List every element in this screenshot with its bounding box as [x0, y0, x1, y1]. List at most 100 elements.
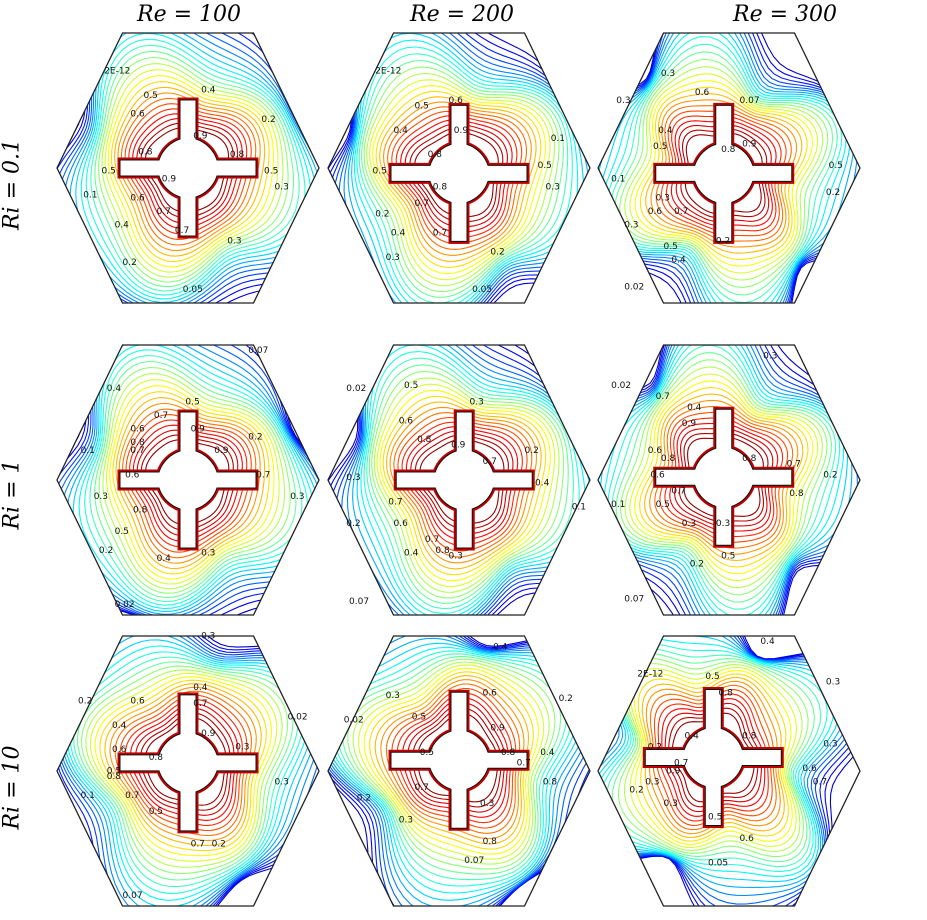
isotherm-line	[66, 345, 319, 615]
contour-label: 0.3	[624, 220, 638, 230]
isotherm-line	[358, 53, 569, 303]
contour-label: 0.7	[388, 497, 402, 507]
isotherm-line	[389, 406, 538, 564]
isotherm-line	[57, 636, 319, 906]
isotherm-line	[360, 345, 586, 615]
contour-label: 0.3	[716, 519, 730, 529]
contour-label: 0.7	[671, 487, 685, 497]
isotherm-line	[598, 636, 842, 883]
contour-label: 0.6	[483, 688, 498, 698]
contour-label: 0.4	[671, 256, 686, 266]
contour-label: 0.8	[149, 753, 164, 763]
contour-label: 0.02	[288, 713, 308, 723]
contour-label: 0.8	[742, 732, 757, 742]
contour-label: 0.6	[130, 424, 145, 434]
isotherm-line	[353, 39, 579, 303]
contour-label: 0.3	[386, 253, 400, 263]
contour-label: 0.4	[658, 126, 673, 136]
heated-cross-body	[644, 689, 782, 826]
isotherm-line	[363, 350, 580, 615]
contour-label: 0.07	[349, 597, 369, 607]
contour-label: 0.8	[435, 546, 450, 556]
contour-label: 0.7	[674, 207, 688, 217]
isotherm-line	[60, 636, 319, 906]
contour-label: 0.3	[826, 678, 840, 688]
isotherm-line	[598, 345, 860, 615]
isotherm-line	[57, 33, 319, 303]
contour-label: 0.8	[483, 837, 498, 847]
contour-label: 0.5	[653, 142, 667, 152]
isotherm-line	[598, 636, 848, 888]
isotherm-line	[104, 683, 262, 847]
isotherm-line	[623, 662, 803, 853]
isotherm-line	[63, 33, 319, 303]
isotherm-line	[639, 86, 808, 261]
isotherm-line	[366, 357, 574, 610]
contour-label: 0.2	[525, 446, 539, 456]
isotherm-line	[382, 395, 547, 576]
contour-label: 0.8	[433, 183, 448, 193]
contour-label: 0.07	[624, 595, 644, 605]
contour-label: 0.4	[760, 637, 775, 647]
contour-label: 0.02	[344, 715, 364, 725]
isotherm-line	[337, 653, 568, 881]
hexagonal-enclosure	[597, 344, 861, 616]
contour-label: 0.2	[375, 210, 389, 220]
contour-label: 0.2	[716, 237, 730, 247]
column-title-re300: Re = 300	[733, 2, 837, 27]
contour-label: 0.1	[551, 134, 565, 144]
isotherm-line	[598, 345, 860, 615]
isotherm-line	[57, 345, 319, 615]
heated-cross-body	[395, 411, 533, 549]
contour-label: 0.7	[193, 699, 207, 709]
contour-label: 0.02	[624, 283, 644, 293]
isotherm-line	[371, 370, 565, 599]
contour-panel-ri01-re100: 2E-12 0.5 0.4 0.6 0.2 0.9 0.8 0.8 0.5 0.5 0.9 0.3 0.…	[56, 32, 320, 304]
row-title-ri10: Ri = 10	[0, 745, 25, 830]
row-title-ri1: Ri = 1	[0, 459, 25, 530]
isotherm-line	[358, 664, 545, 860]
isotherm-line	[343, 33, 590, 303]
contour-label: 0.5	[420, 748, 434, 758]
isotherm-line	[76, 661, 294, 881]
isotherm-line	[607, 345, 841, 615]
isotherm-line	[94, 360, 297, 599]
contour-label: 0.5	[705, 672, 719, 682]
contour-label: 0.8	[138, 148, 153, 158]
contour-label: 0.3	[546, 183, 560, 193]
contour-label: 0.1	[81, 446, 95, 456]
isotherm-line	[352, 661, 550, 865]
contour-label: 0.8	[428, 150, 443, 160]
contour-label: 2E-12	[104, 67, 130, 77]
contour-label: 0.9	[682, 419, 697, 429]
heated-cross-body	[390, 104, 528, 242]
contour-label: 0.7	[674, 759, 688, 769]
contour-label: 0.02	[115, 600, 135, 610]
isotherm-line	[73, 656, 299, 888]
contour-label: 0.2	[490, 247, 504, 257]
contour-label: 0.9	[214, 446, 229, 456]
isotherm-line	[57, 636, 319, 906]
contour-label: 0.1	[572, 503, 586, 513]
contour-panel-ri10-re100: 0.30.40.6 0.70.20.020.40.90.6 0.30.80.50.8…	[56, 632, 320, 907]
contour-label: 0.7	[175, 226, 189, 236]
isotherm-line	[57, 33, 319, 303]
isotherm-line	[379, 96, 537, 262]
isotherm-line	[115, 397, 266, 570]
contour-label: 0.2	[629, 786, 643, 796]
isotherm-line	[629, 373, 819, 582]
hexagonal-enclosure	[56, 32, 320, 304]
contour-label: 0.8	[719, 688, 734, 698]
isotherm-line	[611, 345, 837, 610]
isotherm-lines	[598, 345, 860, 615]
isotherm-line	[89, 672, 278, 862]
isotherm-line	[356, 345, 590, 615]
contour-label: 0.5	[829, 161, 843, 171]
isotherm-lines	[328, 345, 590, 615]
isotherm-line	[374, 675, 530, 845]
contour-label: 0.4	[107, 384, 122, 394]
isotherm-line	[385, 401, 542, 570]
hexagonal-enclosure	[56, 344, 320, 616]
isotherm-line	[94, 676, 273, 857]
isotherm-line	[347, 33, 590, 303]
